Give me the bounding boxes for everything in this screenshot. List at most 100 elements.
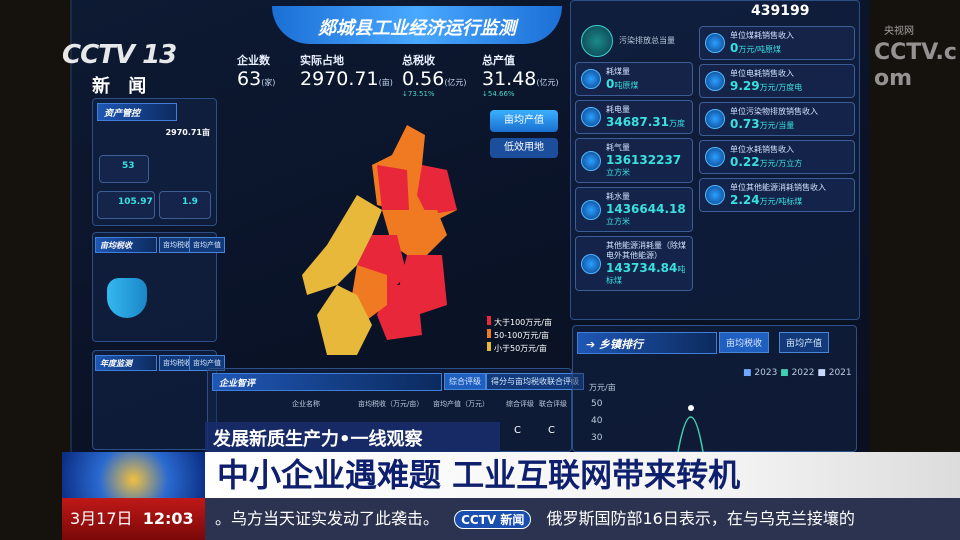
segment-label: 发展新质生产力•一线观察: [205, 422, 500, 452]
kpi-unit: (家): [261, 78, 276, 87]
ranking-panel: ➔ 乡镇排行 亩均税收 亩均产值 ■ 2023 ■ 2022 ■ 2021 万元…: [572, 325, 857, 452]
energy-card: 单位煤耗销售收入 0万元/吨原煤: [699, 26, 855, 60]
county-map: [302, 125, 457, 355]
column-header: 综合评级: [506, 400, 534, 408]
energy-icon: [705, 147, 725, 167]
stat-value: 53: [122, 161, 135, 171]
energy-card: 单位电耗销售收入 9.29万元/万度电: [699, 64, 855, 98]
map-region[interactable]: [377, 285, 422, 340]
y-axis-ticks: 50 40 30: [591, 396, 602, 447]
tab-output[interactable]: 亩均产值: [189, 237, 225, 253]
globe-graphic: [62, 452, 205, 498]
stat-card: 53: [99, 155, 149, 183]
energy-total: 439199: [751, 3, 810, 19]
section-header: 资产管控: [97, 103, 177, 121]
kpi-unit: (亩): [378, 78, 393, 87]
energy-card: 单位其他能源消耗销售收入 2.24万元/吨标煤: [699, 178, 855, 212]
energy-cards-right: 单位煤耗销售收入 0万元/吨原煤 单位电耗销售收入 9.29万元/万度电单位污染物排放…: [699, 26, 855, 212]
map-region[interactable]: [317, 285, 372, 355]
legend-label: 2021: [828, 368, 852, 378]
kpi-enterprises: 企业数 63(家): [237, 52, 275, 90]
card-label: 单位其他能源消耗销售收入: [730, 183, 826, 192]
stat-value: 105.97: [118, 197, 153, 207]
card-value: 0: [606, 77, 615, 91]
table-cell: C: [514, 425, 521, 436]
ticker-logo: CCTV 新闻: [454, 510, 532, 529]
energy-cards-left: 耗煤量 0吨原煤 耗电量 34687.31万度 耗气量 136132237立方米 耗水量 14…: [575, 62, 693, 291]
card-label: 耗水量: [606, 192, 630, 201]
kpi-label: 实际占地: [300, 54, 344, 67]
kpi-unit: (亿元): [444, 78, 467, 87]
card-label: 单位电耗销售收入: [730, 69, 794, 78]
map-region[interactable]: [302, 195, 382, 295]
tab-output[interactable]: 亩均产值: [779, 332, 830, 353]
column-header: 亩均产值（万元）: [433, 400, 489, 408]
card-unit: 万元/吨标煤: [759, 197, 803, 206]
card-label: 耗气量: [606, 143, 630, 152]
card-value: 34687.31: [606, 115, 670, 129]
tab-tax[interactable]: 亩均税收: [159, 237, 195, 253]
map-region[interactable]: [377, 165, 409, 210]
ticker-text: 。乌方当天证实发动了此袭击。: [215, 509, 440, 528]
kpi-value: 31.48: [482, 68, 537, 90]
kpi-label: 企业数: [237, 54, 270, 67]
energy-card: 耗气量 136132237立方米: [575, 138, 693, 183]
card-value: 143734.84: [606, 261, 678, 275]
tab-overall-rating[interactable]: 综合评级: [444, 373, 486, 390]
energy-icon: [705, 185, 725, 205]
datetime: 3月17日 12:03: [62, 498, 205, 540]
time: 12:03: [142, 509, 194, 528]
annual-monitor-panel: 年度监测 亩均税收 亩均产值: [92, 350, 225, 450]
map-region[interactable]: [417, 165, 457, 215]
legend-label: 2022: [791, 368, 815, 378]
tab-tax[interactable]: 亩均税收: [719, 332, 770, 353]
map-btn-output-per-mu[interactable]: 亩均产值: [490, 110, 558, 132]
kpi-value: 0.56: [402, 68, 445, 90]
section-header: 亩均税收: [95, 237, 157, 253]
energy-card: 耗电量 34687.31万度: [575, 100, 693, 134]
headline: 中小企业遇难题 工业互联网带来转机: [205, 452, 960, 498]
dashboard-screen: 郯城县工业经济运行监测 企业数 63(家) 实际占地 2970.71(亩) 总税…: [70, 0, 870, 452]
channel-name: 新 闻: [92, 76, 153, 97]
map-legend: 大于100万元/亩 50-100万元/亩 小于50万元/亩: [487, 316, 552, 355]
card-value: 1436644.18: [606, 202, 686, 216]
kpi-unit: (亿元): [536, 78, 559, 87]
date: 3月17日: [70, 509, 133, 528]
kpi-output: 总产值 31.48(亿元) ↓54.66%: [482, 54, 559, 98]
ranking-line: [677, 405, 704, 452]
card-unit: 万元/万立方: [759, 159, 803, 168]
column-header: 联合评级: [539, 400, 567, 408]
card-value: 0.73: [730, 117, 760, 131]
section-header: 企业智评: [212, 373, 442, 391]
land-value: 2970.71亩: [165, 128, 210, 137]
news-ticker: 。乌方当天证实发动了此袭击。 CCTV 新闻 俄罗斯国防部16日表示，在与乌克兰…: [205, 498, 960, 540]
chart-legend: ■ 2023 ■ 2022 ■ 2021: [743, 368, 852, 378]
card-unit: 万度: [669, 119, 686, 128]
energy-icon: [581, 150, 601, 171]
kpi-label: 总税收: [402, 54, 435, 67]
legend-label: 50-100万元/亩: [494, 331, 550, 340]
asset-panel: 资产管控 2970.71亩 53 105.97 1.9: [92, 98, 217, 226]
card-unit: 万元/万度电: [759, 83, 803, 92]
card-label: 其他能源消耗量（除煤电外其他能源）: [606, 241, 686, 260]
tab-tax[interactable]: 亩均税收: [159, 355, 195, 371]
tax-distribution-panel: 亩均税收 亩均税收 亩均产值: [92, 232, 225, 342]
energy-icon: [581, 199, 601, 220]
card-label: 耗煤量: [606, 67, 630, 76]
kpi-label: 总产值: [482, 54, 515, 67]
card-unit: 万元/当量: [759, 121, 795, 130]
card-value: 0.22: [730, 155, 760, 169]
energy-card: 单位水耗销售收入 0.22万元/万立方: [699, 140, 855, 174]
pollution-label: 污染排放总当量: [619, 36, 675, 45]
y-tick: 40: [591, 416, 603, 426]
card-label: 单位污染物排放销售收入: [730, 107, 818, 116]
tab-joint-rating[interactable]: 得分与亩均税收联合评级: [486, 373, 584, 390]
stat-card: 1.9: [159, 191, 211, 219]
y-tick: 50: [591, 399, 603, 409]
card-label: 单位煤耗销售收入: [730, 31, 794, 40]
map-btn-inefficient-land[interactable]: 低效用地: [490, 138, 558, 158]
column-header: 企业名称: [292, 400, 320, 408]
card-unit: 吨原煤: [614, 81, 639, 90]
card-unit: 立方米: [606, 217, 630, 226]
channel-logo: CCTV 13: [62, 40, 177, 70]
